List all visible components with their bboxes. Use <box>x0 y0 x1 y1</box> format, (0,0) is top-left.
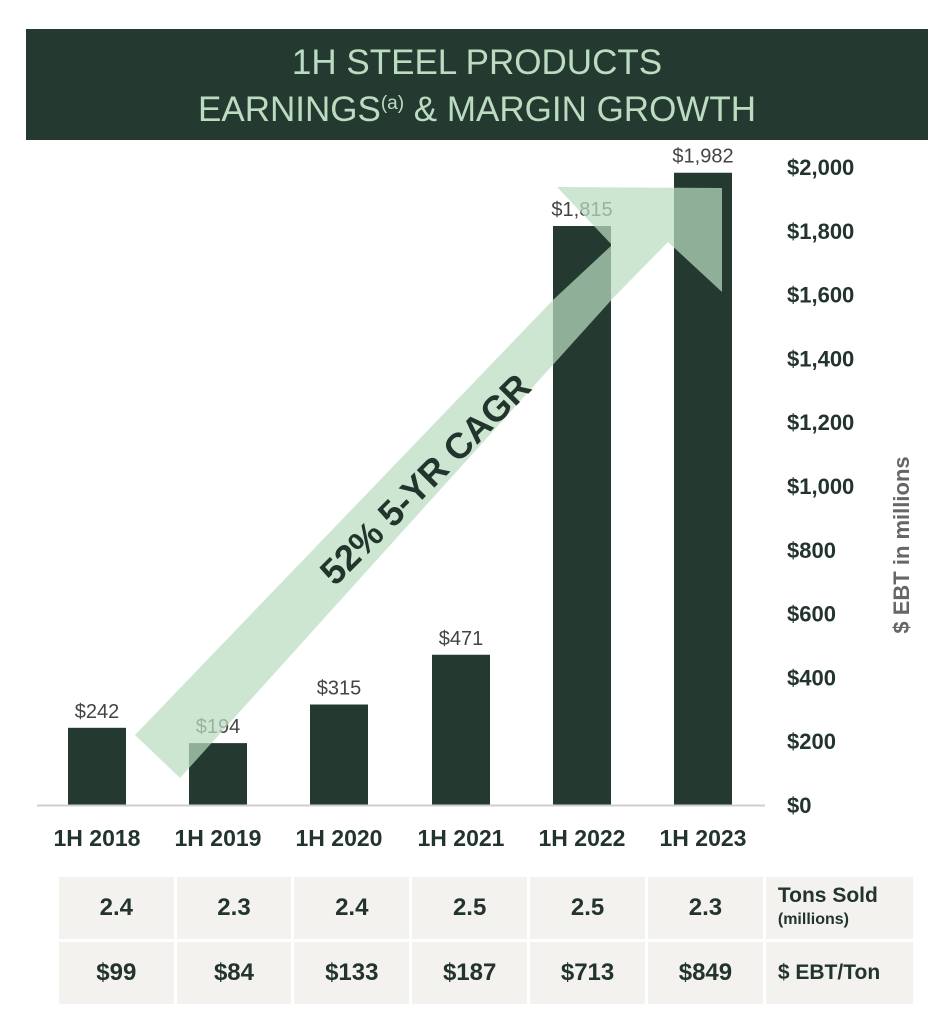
bar-value-label: $1,982 <box>672 146 733 168</box>
y-axis-title: $ EBT in millions <box>889 456 914 633</box>
y-tick-label: $0 <box>787 793 811 818</box>
y-tick-label: $800 <box>787 538 836 563</box>
bar-1h-2021 <box>432 654 490 805</box>
y-tick-label: $2,000 <box>787 155 854 180</box>
table-cell: $133 <box>294 942 410 1004</box>
title-line-1: 1H STEEL PRODUCTS <box>291 43 663 82</box>
x-tick-label: 1H 2021 <box>418 825 505 851</box>
x-tick-label: 1H 2023 <box>660 825 747 851</box>
row-label-text: Tons Sold <box>777 884 878 907</box>
bar-1h-2018 <box>68 727 126 805</box>
title-footnote-mark: (a) <box>380 93 405 114</box>
cagr-annotation: 52% 5-YR CAGR <box>312 366 539 593</box>
row-sublabel: (millions) <box>777 911 849 928</box>
table-cell: $849 <box>647 942 763 1004</box>
table-row-label: $ EBT/Ton <box>765 942 913 1004</box>
chart-title-banner: 1H STEEL PRODUCTS EARNINGS(a) & MARGIN G… <box>26 29 928 140</box>
cagr-arrow-layer: 52% 5-YR CAGR <box>135 187 722 778</box>
table-cell: $84 <box>176 942 292 1004</box>
bar-chart: $242$194$315$471$1,815$1,982 52% 5-YR CA… <box>37 146 914 851</box>
table-row: 2.4 2.3 2.4 2.5 2.5 2.3 Tons Sold (millions) <box>59 877 913 939</box>
metrics-table: 2.4 2.3 2.4 2.5 2.5 2.3 Tons Sold (millions) $99… <box>56 874 916 1007</box>
table-row: $99 $84 $133 $187 $713 $849 $ EBT/Ton <box>59 942 913 1004</box>
y-tick-label: $1,400 <box>787 346 854 371</box>
y-tick-label: $1,600 <box>787 283 854 308</box>
title-line-2-main: EARNINGS <box>198 90 381 129</box>
cagr-arrow <box>135 187 722 778</box>
table-cell: $187 <box>412 942 528 1004</box>
table-row-label: Tons Sold (millions) <box>765 877 913 939</box>
title-line-2: EARNINGS(a) & MARGIN GROWTH <box>26 86 928 133</box>
bar-value-label: $242 <box>75 701 120 723</box>
table-cell: 2.3 <box>176 877 292 939</box>
x-tick-label: 1H 2019 <box>175 825 262 851</box>
axis-layer: 1H 2018 1H 2019 1H 2020 1H 2021 1H 2022 1H 20… <box>37 155 914 851</box>
table-cell: $713 <box>530 942 645 1004</box>
table-cell: 2.3 <box>647 877 763 939</box>
table-cell: 2.5 <box>530 877 645 939</box>
y-tick-label: $1,200 <box>787 410 854 435</box>
table-cell: 2.4 <box>59 877 174 939</box>
bar-value-label: $471 <box>439 628 484 650</box>
bar-value-label: $315 <box>317 678 362 700</box>
y-tick-label: $1,800 <box>787 219 854 244</box>
table-cell: 2.4 <box>294 877 410 939</box>
y-tick-label: $1,000 <box>787 474 854 499</box>
row-label-text: $ EBT/Ton <box>777 961 881 984</box>
table-cell: 2.5 <box>412 877 528 939</box>
x-tick-label: 1H 2020 <box>296 825 383 851</box>
x-tick-label: 1H 2022 <box>539 825 626 851</box>
x-tick-label: 1H 2018 <box>54 825 141 851</box>
bar-1h-2020 <box>310 704 368 805</box>
title-line-2-rest: & MARGIN GROWTH <box>404 90 756 129</box>
y-tick-label: $400 <box>787 665 836 690</box>
y-tick-label: $200 <box>787 729 836 754</box>
y-tick-label: $600 <box>787 602 836 627</box>
table-cell: $99 <box>59 942 174 1004</box>
bar-1h-2023 <box>674 172 732 805</box>
